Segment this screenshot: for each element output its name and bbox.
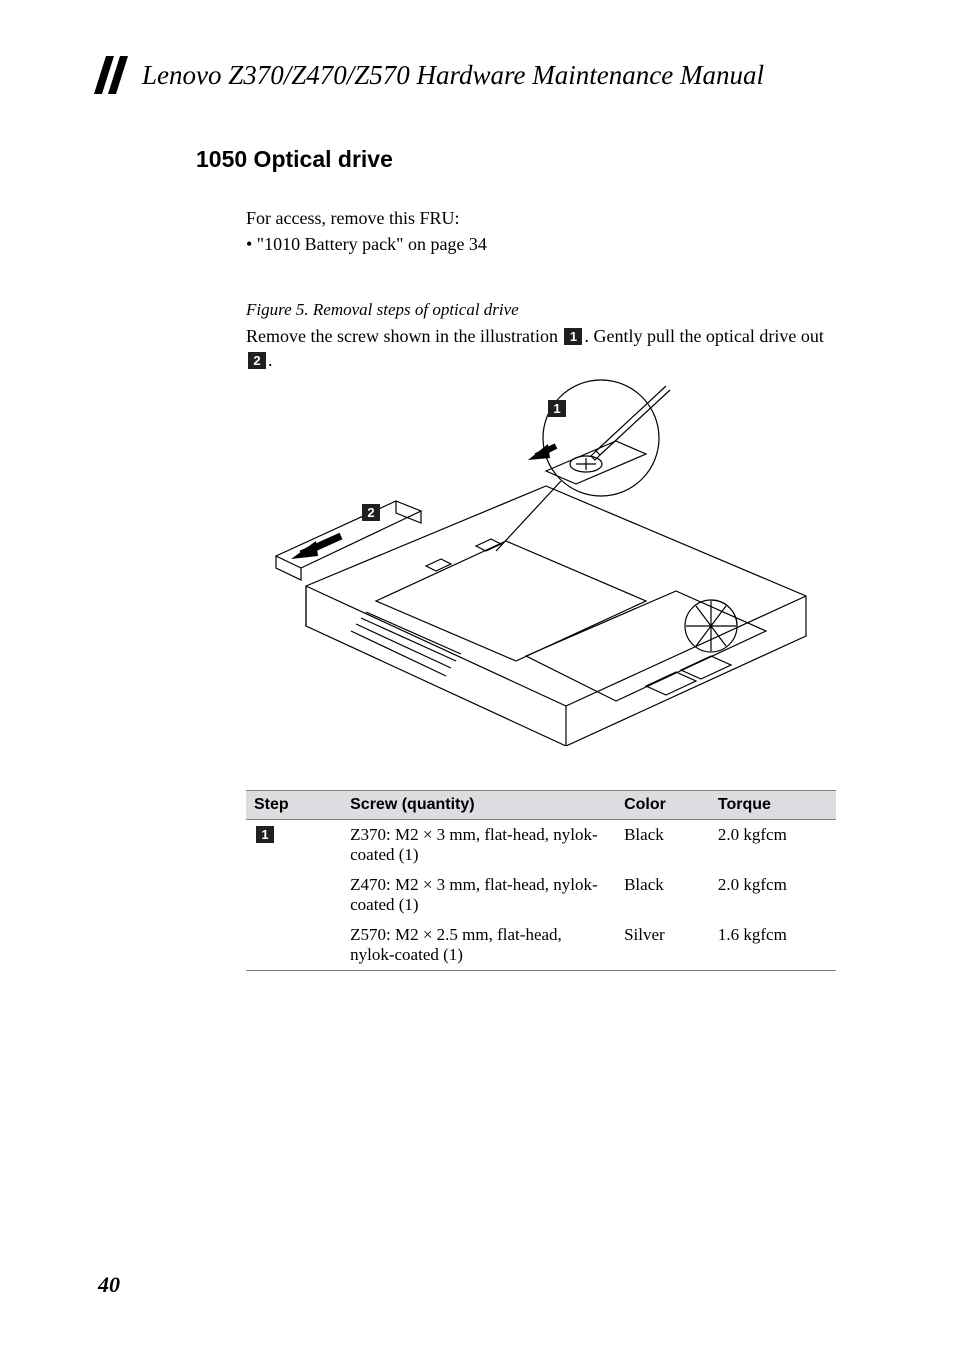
optical-drive-diagram: 1 2 (246, 376, 836, 746)
body-content: For access, remove this FRU: • "1010 Bat… (246, 206, 836, 372)
table-header-row: Step Screw (quantity) Color Torque (246, 791, 836, 820)
th-step: Step (246, 791, 342, 820)
page-number: 40 (98, 1272, 120, 1298)
cell-torque: 2.0 kgfcm (710, 820, 836, 871)
instruction-text: Remove the screw shown in the illustrati… (246, 324, 836, 373)
diagram-badge-1: 1 (553, 401, 560, 416)
cell-torque: 2.0 kgfcm (710, 870, 836, 920)
cell-color: Black (616, 820, 710, 871)
brand-slash-icon (88, 56, 132, 94)
cell-screw: Z470: M2 × 3 mm, flat-head, nylok-coated… (342, 870, 616, 920)
header-title: Lenovo Z370/Z470/Z570 Hardware Maintenan… (142, 60, 764, 91)
instruction-pre: Remove the screw shown in the illustrati… (246, 326, 562, 346)
cell-screw: Z370: M2 × 3 mm, flat-head, nylok-coated… (342, 820, 616, 871)
instruction-post: . (268, 350, 273, 370)
step-badge-1-inline: 1 (564, 328, 582, 345)
step-badge: 1 (256, 826, 274, 843)
cell-step (246, 920, 342, 971)
figure-caption: Figure 5. Removal steps of optical drive (246, 299, 836, 322)
table-row: 1 Z370: M2 × 3 mm, flat-head, nylok-coat… (246, 820, 836, 871)
step-badge-2-inline: 2 (248, 352, 266, 369)
cell-step: 1 (246, 820, 342, 871)
table-row: Z570: M2 × 2.5 mm, flat-head, nylok-coat… (246, 920, 836, 971)
cell-color: Black (616, 870, 710, 920)
th-torque: Torque (710, 791, 836, 820)
table-row: Z470: M2 × 3 mm, flat-head, nylok-coated… (246, 870, 836, 920)
diagram-badge-2: 2 (367, 505, 374, 520)
screw-table: Step Screw (quantity) Color Torque 1 Z37… (246, 790, 836, 971)
cell-screw: Z570: M2 × 2.5 mm, flat-head, nylok-coat… (342, 920, 616, 971)
section-heading: 1050 Optical drive (196, 146, 393, 173)
fru-bullet: • "1010 Battery pack" on page 34 (246, 232, 836, 256)
fru-intro: For access, remove this FRU: (246, 206, 836, 230)
th-color: Color (616, 791, 710, 820)
th-screw: Screw (quantity) (342, 791, 616, 820)
cell-torque: 1.6 kgfcm (710, 920, 836, 971)
page: Lenovo Z370/Z470/Z570 Hardware Maintenan… (0, 0, 954, 1352)
cell-step (246, 870, 342, 920)
cell-color: Silver (616, 920, 710, 971)
page-header: Lenovo Z370/Z470/Z570 Hardware Maintenan… (88, 56, 764, 94)
instruction-mid: . Gently pull the optical drive out (584, 326, 823, 346)
